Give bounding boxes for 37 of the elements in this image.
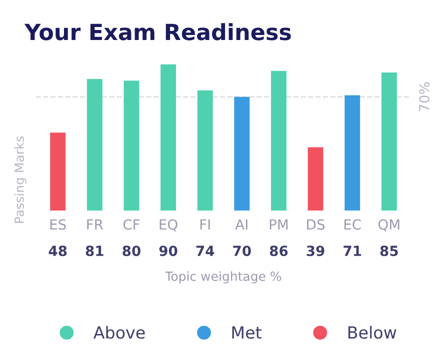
x-tick-label: FI	[200, 219, 210, 230]
data-label: 86	[270, 246, 288, 256]
data-label: 80	[122, 246, 140, 256]
bar	[381, 72, 397, 211]
legend-label: Above	[93, 326, 145, 339]
data-label: 90	[159, 246, 178, 256]
x-tick-label: EC	[344, 219, 361, 230]
ref-line-label: 70%	[418, 82, 430, 112]
bar	[234, 96, 250, 211]
data-label: 85	[380, 246, 398, 256]
data-label: 81	[86, 246, 104, 256]
x-tick-label: CF	[123, 219, 140, 230]
x-tick-label: ES	[50, 219, 66, 230]
bar	[270, 70, 286, 211]
data-label: 48	[48, 246, 67, 256]
bar	[50, 132, 66, 211]
bar	[197, 90, 213, 211]
x-tick-label: FR	[87, 219, 104, 230]
chart-title: Your Exam Readiness	[24, 23, 291, 40]
y-axis-title: Passing Marks	[14, 136, 26, 223]
x-tick-label: AI	[235, 219, 248, 230]
bar	[124, 80, 140, 211]
x-tick-label: EQ	[160, 219, 178, 232]
data-label: 74	[196, 246, 214, 256]
x-tick-label: QM	[378, 219, 400, 232]
x-axis-title: Topic weightage %	[165, 271, 282, 284]
bar	[308, 147, 324, 211]
legend-label: Below	[348, 326, 396, 339]
bar	[344, 95, 360, 211]
bar	[160, 64, 176, 211]
data-label: 39	[306, 246, 324, 256]
data-label: 71	[344, 246, 362, 256]
x-tick-label: PM	[270, 219, 288, 230]
x-tick-label: DS	[307, 219, 325, 230]
bar	[86, 79, 102, 211]
legend-label: Met	[232, 326, 262, 339]
data-label: 70	[233, 246, 251, 256]
